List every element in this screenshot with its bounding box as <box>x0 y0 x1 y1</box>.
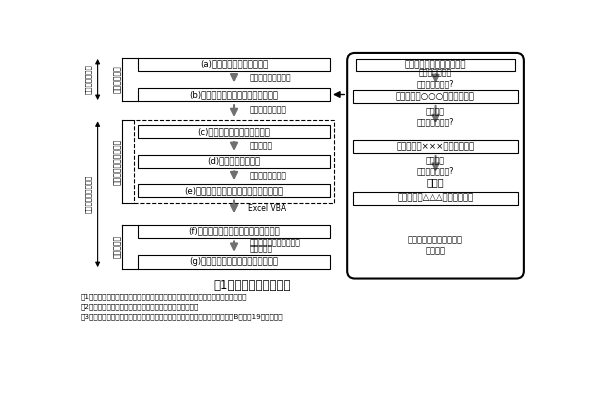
Bar <box>138 125 330 138</box>
Text: Excel VBA: Excel VBA <box>248 204 286 213</box>
Text: (g)キーワードが出現する文章の確認: (g)キーワードが出現する文章の確認 <box>190 258 278 267</box>
Bar <box>353 90 518 103</box>
Text: 注1）「形式を定めた回答欄に自由記述された文章」のことを「定型自文」とする。: 注1）「形式を定めた回答欄に自由記述された文章」のことを「定型自文」とする。 <box>80 293 247 299</box>
Text: 形態素解析: 形態素解析 <box>249 142 273 151</box>
Text: その商品属性を
重視する理由は?: その商品属性を 重視する理由は? <box>416 69 454 88</box>
Bar <box>138 256 330 269</box>
Bar <box>138 88 330 101</box>
Text: ・・・: ・・・ <box>427 177 444 187</box>
Text: (f)商品属性とキーワードとの関係分析: (f)商品属性とキーワードとの関係分析 <box>188 227 280 236</box>
Bar <box>353 191 518 204</box>
Text: 図1　調査・分析の流れ: 図1 調査・分析の流れ <box>214 279 292 292</box>
Text: 理由５［　△△△だから　　］: 理由５［ △△△だから ］ <box>397 193 474 202</box>
Text: データファイルの作成: データファイルの作成 <box>112 138 121 184</box>
FancyBboxPatch shape <box>347 53 524 279</box>
Text: 理由２［　×××だから　　］: 理由２［ ×××だから ］ <box>396 142 475 151</box>
Bar <box>353 140 518 153</box>
Text: (b)重視する理由を定型自由文で回答: (b)重視する理由を定型自由文で回答 <box>190 90 278 99</box>
Text: 理由２を
重視する理由は?: 理由２を 重視する理由は? <box>416 156 454 176</box>
Text: 購入時に重視する商品属性: 購入時に重視する商品属性 <box>405 61 466 70</box>
Text: 選択肢から複数回答: 選択肢から複数回答 <box>249 74 291 83</box>
Bar <box>134 120 334 203</box>
Text: ラダリング調査法: ラダリング調査法 <box>249 106 287 115</box>
Text: データの収集: データの収集 <box>112 65 121 93</box>
Text: 理由１［　○○○だから　　］: 理由１［ ○○○だから ］ <box>396 92 475 101</box>
Text: (a)重視する商品属性の選択: (a)重視する商品属性の選択 <box>200 60 268 69</box>
Text: 品詞情報、出現数: 品詞情報、出現数 <box>249 171 287 180</box>
Text: テキストマイニング: テキストマイニング <box>85 175 92 213</box>
Text: クロス集計: クロス集計 <box>249 245 273 254</box>
Text: 理由１を
重視する理由は?: 理由１を 重視する理由は? <box>416 107 454 126</box>
Bar <box>138 225 330 238</box>
Text: (d)キーワードの抽出: (d)キーワードの抽出 <box>208 157 261 166</box>
Bar <box>138 155 330 168</box>
Bar <box>138 184 330 197</box>
Text: (c)文章データを形態素に分解: (c)文章データを形態素に分解 <box>198 127 271 136</box>
Text: 注2）「形態素」は「意味を持つ最小の言語単位」である。: 注2）「形態素」は「意味を持つ最小の言語単位」である。 <box>80 303 199 310</box>
Text: 注3）「データファイルの作成」手順の詳細については「東北農研総合研究（B）」第19号を参照。: 注3）「データファイルの作成」手順の詳細については「東北農研総合研究（B）」第1… <box>80 313 283 319</box>
Text: (e)各文章中のキーワードの有無を二値化: (e)各文章中のキーワードの有無を二値化 <box>184 186 284 195</box>
Text: 郵送質問紙調査: 郵送質問紙調査 <box>85 65 92 94</box>
Text: ラダリング調査法による
設問形式: ラダリング調査法による 設問形式 <box>408 236 463 255</box>
Bar <box>356 59 515 72</box>
Bar <box>138 58 330 71</box>
Text: 分析と解釈: 分析と解釈 <box>112 235 121 258</box>
Text: コレスポンデンス分析等: コレスポンデンス分析等 <box>249 239 300 248</box>
